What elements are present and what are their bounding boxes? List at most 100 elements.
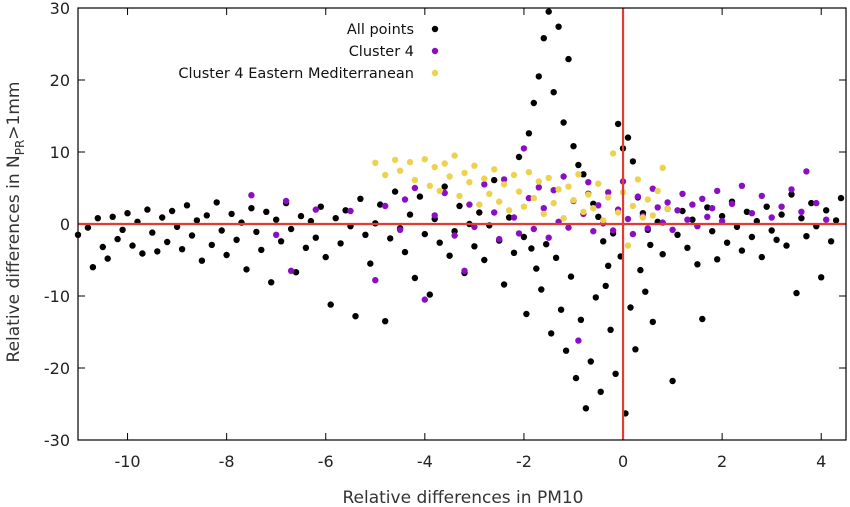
data-point xyxy=(124,210,131,217)
data-point xyxy=(614,120,622,128)
data-point xyxy=(803,233,810,240)
data-point xyxy=(649,185,656,192)
data-point xyxy=(466,179,473,186)
data-point xyxy=(431,212,438,219)
data-point xyxy=(689,201,696,208)
data-point xyxy=(213,199,220,206)
data-point xyxy=(535,184,542,191)
y-tick-label: -30 xyxy=(44,431,70,450)
data-point xyxy=(768,227,775,234)
legend-marker xyxy=(431,69,439,77)
data-point xyxy=(565,183,572,190)
data-point xyxy=(471,243,478,250)
data-point xyxy=(647,241,654,249)
data-point xyxy=(307,217,315,225)
data-point xyxy=(223,251,230,259)
data-point xyxy=(476,209,483,216)
data-point xyxy=(515,153,523,161)
legend-label: Cluster 4 Eastern Mediterranean xyxy=(178,66,414,82)
data-point xyxy=(510,171,518,179)
data-point xyxy=(451,232,458,239)
data-point xyxy=(352,313,359,320)
data-point xyxy=(520,145,528,152)
data-point xyxy=(263,208,270,215)
x-tick-label: -4 xyxy=(417,452,433,471)
data-point xyxy=(738,247,746,254)
data-point xyxy=(372,159,379,166)
data-point xyxy=(575,161,582,169)
data-point xyxy=(778,211,785,218)
data-point xyxy=(605,194,612,201)
data-point xyxy=(491,166,498,173)
data-point xyxy=(565,55,572,63)
data-point xyxy=(714,187,721,195)
data-point xyxy=(664,199,671,206)
data-point xyxy=(562,347,570,354)
data-point xyxy=(471,223,478,231)
data-point xyxy=(669,226,676,233)
data-point xyxy=(520,233,528,241)
data-point xyxy=(139,250,146,257)
data-point xyxy=(441,189,448,197)
data-point xyxy=(758,253,765,261)
data-point xyxy=(783,242,790,249)
data-point xyxy=(689,216,696,223)
data-point xyxy=(317,203,324,210)
data-point xyxy=(570,143,577,150)
data-point xyxy=(624,134,632,141)
data-point xyxy=(694,261,701,268)
reference-lines xyxy=(78,8,846,440)
data-point xyxy=(602,282,609,290)
data-point xyxy=(659,164,666,171)
data-point xyxy=(533,265,540,272)
data-point xyxy=(699,315,706,323)
plot-frame xyxy=(77,7,847,441)
data-point xyxy=(523,310,530,318)
data-point xyxy=(798,208,805,215)
data-point xyxy=(773,236,780,243)
x-tick-label: 0 xyxy=(618,452,628,471)
data-point xyxy=(552,254,560,261)
data-point xyxy=(557,306,565,313)
data-point xyxy=(567,273,575,280)
data-point xyxy=(426,182,433,189)
data-point xyxy=(699,195,706,202)
y-axis-label-tail: >1mm xyxy=(4,82,24,140)
data-point xyxy=(491,209,498,216)
legend-label: Cluster 4 xyxy=(349,44,414,60)
data-point xyxy=(629,158,637,165)
data-point xyxy=(600,217,607,224)
y-axis-label-main: Relative differences in N xyxy=(4,155,24,362)
data-point xyxy=(129,242,136,249)
x-tick-label: 2 xyxy=(717,452,727,471)
data-point xyxy=(649,318,656,326)
data-point xyxy=(560,119,567,126)
legend-label: All points xyxy=(347,22,414,38)
data-point xyxy=(535,178,542,185)
data-point xyxy=(391,188,399,195)
data-point xyxy=(203,212,210,219)
data-point xyxy=(198,257,206,264)
data-point xyxy=(684,216,691,223)
data-point xyxy=(416,193,424,200)
data-point xyxy=(327,301,334,308)
data-point xyxy=(505,207,513,214)
y-tick-label: 30 xyxy=(50,0,70,18)
data-point xyxy=(391,156,399,164)
data-point xyxy=(808,199,815,207)
data-point xyxy=(228,210,235,218)
data-point xyxy=(624,215,632,223)
data-point xyxy=(723,239,731,246)
data-point xyxy=(704,213,711,220)
data-point xyxy=(632,346,639,353)
data-point xyxy=(649,212,656,219)
data-point xyxy=(500,176,508,183)
data-point xyxy=(654,187,661,195)
data-point xyxy=(396,167,404,174)
data-point xyxy=(441,183,448,190)
data-point xyxy=(607,326,614,333)
data-point xyxy=(545,8,552,15)
data-point xyxy=(243,266,250,273)
data-point xyxy=(714,256,721,263)
